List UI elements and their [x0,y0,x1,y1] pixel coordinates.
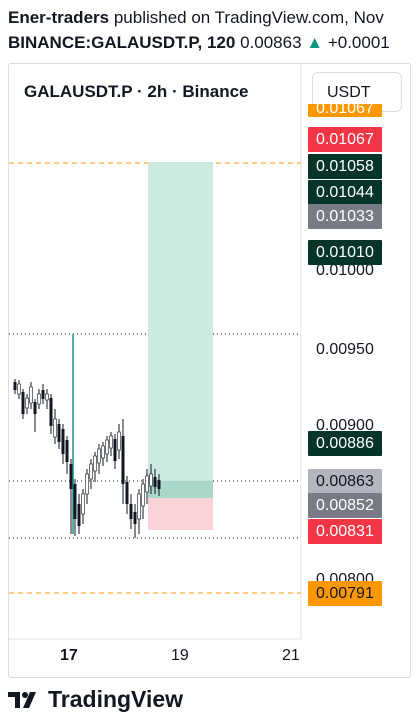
profit-zone [148,162,213,481]
last-price: 0.00863 [240,33,302,52]
loss-zone [148,498,213,530]
price-tag: 0.00852 [308,493,382,518]
price-axis-label: 0.00950 [316,341,374,358]
price-tag: 0.01067 [308,127,382,152]
time-axis-label: 19 [171,647,189,664]
currency-button[interactable]: USDT [312,72,402,112]
published-text: published on TradingView.com, Nov [113,8,384,27]
header: Ener-traders published on TradingView.co… [0,0,418,58]
price-tag: 0.01033 [308,204,382,229]
entry-zone [148,481,213,498]
price-tag: 0.00831 [308,519,382,544]
author-name[interactable]: Ener-traders [8,8,110,27]
time-axis-label: 17 [60,647,78,664]
symbol-line: BINANCE:GALAUSDT.P, 120 0.00863 ▲ +0.000… [8,33,390,53]
price-tag: 0.01058 [308,154,382,179]
chart-panel[interactable]: 0.01000 0.00950 0.00900 0.00800 17 19 21… [8,63,411,678]
price-axis-label: 0.01000 [316,262,374,279]
price-change: +0.0001 [327,33,390,52]
symbol-label: BINANCE:GALAUSDT.P, 120 [8,33,236,52]
chart-title: GALAUSDT.P · 2h · Binance [24,82,249,101]
tradingview-logo-icon[interactable] [8,690,42,710]
price-tag: 0.01010 [308,240,382,265]
price-tag: 0.01044 [308,180,382,205]
price-tag-last: 0.00863 [308,469,382,494]
time-axis-label: 21 [282,647,300,664]
price-axis-label: 0.00900 [316,417,374,434]
price-tag: 0.00886 [308,431,382,456]
candlesticks [13,334,161,538]
brand-name[interactable]: TradingView [48,686,184,712]
publish-line: Ener-traders published on TradingView.co… [8,8,384,28]
price-tag-target-clipped: 0.01067 [308,104,382,117]
up-arrow-icon: ▲ [306,33,324,52]
footer: TradingView [8,686,183,713]
price-tag-stop: 0.00791 [308,581,382,606]
